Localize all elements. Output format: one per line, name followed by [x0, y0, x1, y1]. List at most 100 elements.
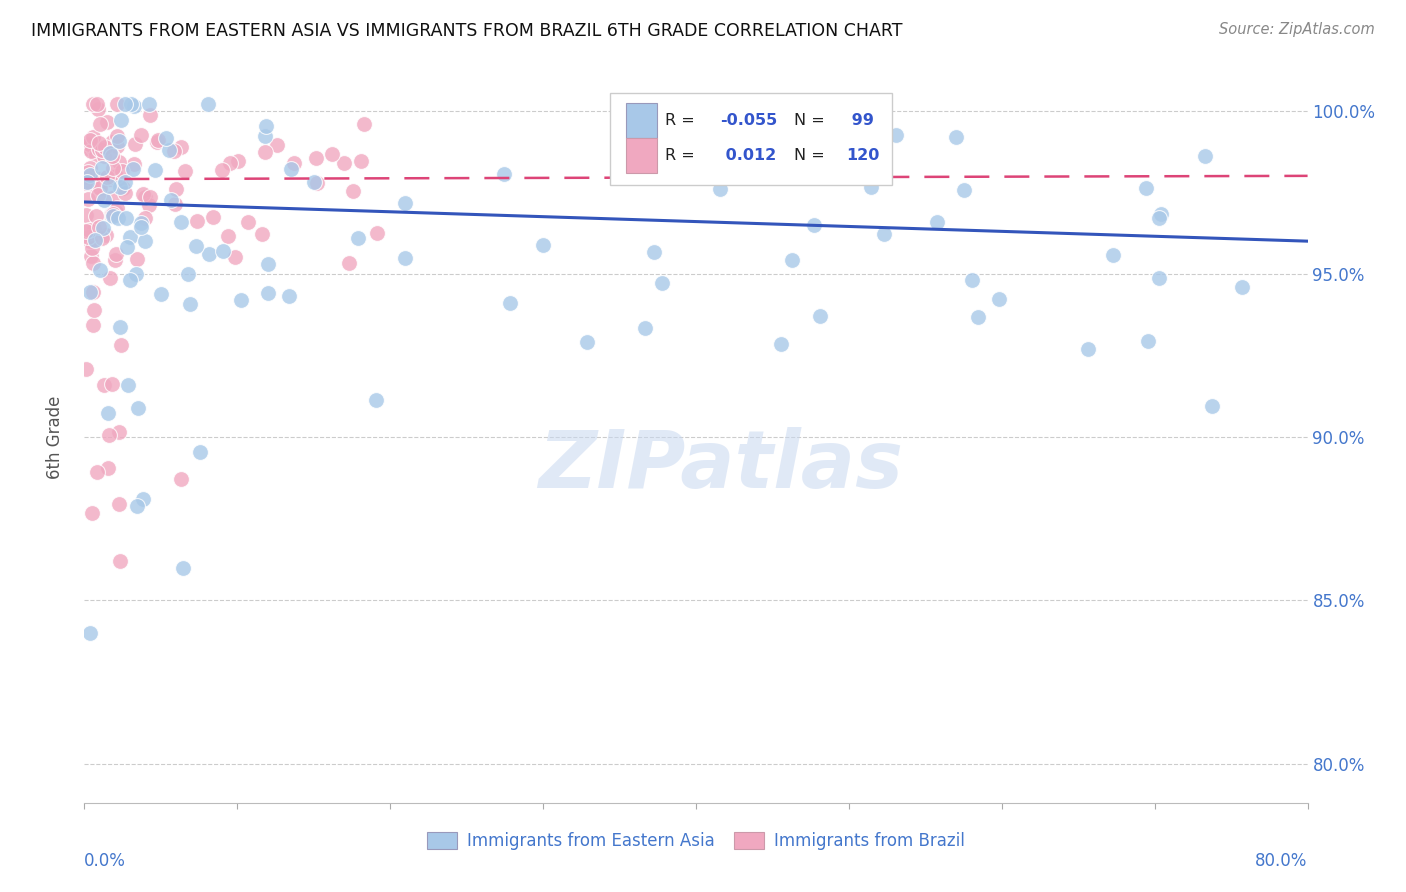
Point	[82, 141, 104, 155]
Point	[100, 376, 122, 391]
Point	[163, 196, 186, 211]
Point	[873, 227, 896, 242]
Point	[815, 160, 838, 174]
Point	[157, 144, 180, 158]
Point	[105, 205, 128, 219]
Point	[93, 378, 115, 392]
Point	[143, 162, 166, 177]
Point	[146, 133, 169, 147]
Point	[101, 191, 124, 205]
Point	[79, 223, 101, 237]
Point	[350, 153, 373, 168]
Point	[114, 175, 136, 189]
Point	[165, 182, 187, 196]
Point	[1147, 271, 1170, 285]
Point	[100, 207, 122, 221]
Point	[394, 251, 416, 265]
Point	[988, 293, 1011, 307]
Point	[394, 195, 416, 210]
Point	[80, 506, 103, 520]
Point	[256, 257, 278, 271]
Point	[634, 321, 657, 335]
Point	[79, 626, 101, 640]
Point	[115, 211, 138, 225]
Text: R =: R =	[665, 148, 700, 163]
Text: 99: 99	[846, 113, 875, 128]
Point	[342, 184, 364, 198]
Point	[79, 249, 101, 263]
Point	[89, 117, 111, 131]
Point	[107, 97, 129, 112]
Point	[108, 496, 131, 510]
FancyBboxPatch shape	[626, 103, 657, 138]
Point	[100, 149, 122, 163]
Point	[321, 147, 343, 161]
Point	[257, 285, 280, 300]
Point	[1147, 211, 1170, 225]
Text: N =: N =	[794, 113, 830, 128]
Point	[280, 161, 302, 176]
Text: IMMIGRANTS FROM EASTERN ASIA VS IMMIGRANTS FROM BRAZIL 6TH GRADE CORRELATION CHA: IMMIGRANTS FROM EASTERN ASIA VS IMMIGRAN…	[31, 22, 903, 40]
Point	[89, 180, 111, 194]
Point	[87, 188, 110, 202]
Point	[82, 129, 104, 144]
Point	[672, 144, 695, 158]
Point	[108, 180, 131, 194]
Point	[212, 244, 235, 258]
Point	[79, 133, 101, 147]
Point	[499, 295, 522, 310]
Point	[80, 178, 103, 192]
Point	[211, 162, 233, 177]
Point	[803, 218, 825, 232]
Point	[80, 144, 103, 158]
Text: 0.0%: 0.0%	[84, 852, 127, 870]
Point	[146, 135, 169, 149]
Point	[111, 181, 134, 195]
Point	[1201, 400, 1223, 414]
Point	[105, 201, 128, 215]
Point	[176, 267, 198, 281]
Point	[1137, 334, 1160, 348]
Point	[120, 97, 142, 112]
Text: 120: 120	[846, 148, 880, 163]
Point	[89, 177, 111, 191]
Point	[741, 105, 763, 120]
Point	[101, 207, 124, 221]
Point	[845, 165, 868, 179]
Point	[107, 211, 129, 226]
Point	[307, 176, 329, 190]
Point	[87, 172, 110, 186]
Point	[278, 289, 301, 303]
Point	[79, 137, 101, 152]
Point	[134, 234, 156, 248]
Point	[765, 149, 787, 163]
Point	[125, 267, 148, 281]
Point	[87, 102, 110, 116]
Point	[105, 139, 128, 153]
Point	[122, 157, 145, 171]
Point	[83, 221, 105, 235]
Text: -0.055: -0.055	[720, 113, 778, 128]
Point	[884, 128, 907, 143]
Point	[254, 120, 277, 134]
Point	[967, 310, 990, 325]
Point	[1135, 180, 1157, 194]
Point	[283, 155, 305, 169]
Point	[162, 145, 184, 159]
Point	[111, 164, 134, 178]
Point	[139, 190, 162, 204]
Point	[170, 140, 193, 154]
Point	[94, 140, 117, 154]
Point	[77, 192, 100, 206]
Point	[962, 273, 984, 287]
Point	[170, 215, 193, 229]
Point	[217, 229, 239, 244]
Point	[79, 169, 101, 183]
Point	[353, 116, 375, 130]
Point	[75, 224, 97, 238]
Point	[643, 244, 665, 259]
Point	[79, 285, 101, 300]
Point	[101, 135, 124, 149]
Point	[86, 97, 108, 112]
Point	[101, 209, 124, 223]
